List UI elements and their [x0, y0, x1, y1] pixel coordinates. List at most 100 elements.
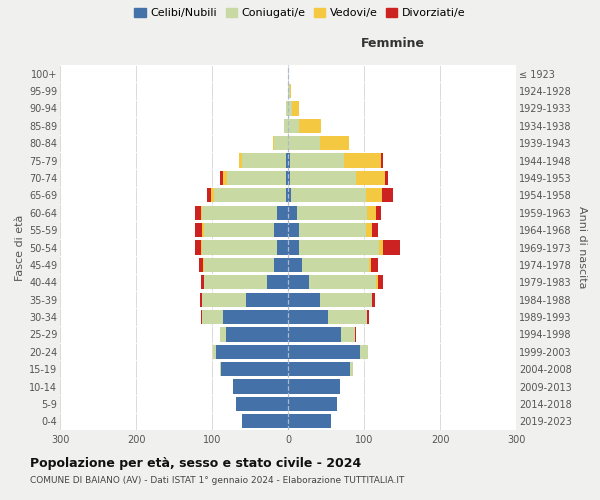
Bar	[309, 275, 376, 289]
Bar	[213, 344, 216, 359]
Bar	[288, 275, 309, 289]
Bar	[203, 258, 274, 272]
Bar	[371, 258, 377, 272]
Bar	[220, 171, 223, 185]
Bar	[355, 328, 356, 342]
Bar	[242, 154, 286, 168]
Bar	[226, 328, 288, 342]
Text: COMUNE DI BAIANO (AV) - Dati ISTAT 1° gennaio 2024 - Elaborazione TUTTITALIA.IT: COMUNE DI BAIANO (AV) - Dati ISTAT 1° ge…	[30, 476, 404, 485]
Bar	[194, 223, 202, 237]
Bar	[366, 223, 371, 237]
Bar	[288, 102, 292, 116]
Bar	[288, 206, 297, 220]
Bar	[277, 206, 288, 220]
Bar	[203, 223, 274, 237]
Bar	[297, 206, 367, 220]
Bar	[205, 275, 267, 289]
Bar	[202, 310, 223, 324]
Bar	[286, 102, 288, 116]
Bar	[288, 414, 331, 428]
Bar	[290, 84, 291, 98]
Bar	[288, 380, 340, 394]
Bar	[284, 118, 288, 133]
Bar	[371, 292, 373, 307]
Bar	[288, 240, 299, 254]
Text: Femmine: Femmine	[361, 38, 425, 51]
Bar	[379, 240, 383, 254]
Bar	[320, 136, 349, 150]
Bar	[220, 362, 221, 376]
Bar	[376, 206, 382, 220]
Bar	[376, 275, 377, 289]
Bar	[288, 188, 291, 202]
Bar	[274, 136, 288, 150]
Bar	[288, 171, 290, 185]
Bar	[288, 223, 299, 237]
Bar	[371, 223, 379, 237]
Bar	[223, 171, 227, 185]
Bar	[302, 258, 368, 272]
Bar	[288, 154, 290, 168]
Bar	[277, 240, 288, 254]
Bar	[385, 171, 388, 185]
Bar	[291, 188, 365, 202]
Bar	[288, 344, 360, 359]
Bar	[200, 206, 202, 220]
Bar	[299, 118, 320, 133]
Bar	[194, 206, 200, 220]
Bar	[202, 240, 277, 254]
Bar	[202, 275, 203, 289]
Bar	[383, 240, 400, 254]
Bar	[233, 380, 288, 394]
Bar	[236, 397, 288, 411]
Bar	[274, 258, 288, 272]
Bar	[356, 171, 385, 185]
Bar	[288, 310, 328, 324]
Bar	[367, 206, 376, 220]
Bar	[377, 275, 383, 289]
Bar	[200, 292, 202, 307]
Bar	[216, 344, 288, 359]
Bar	[341, 328, 355, 342]
Bar	[320, 292, 371, 307]
Bar	[286, 171, 288, 185]
Bar	[368, 258, 371, 272]
Bar	[194, 240, 200, 254]
Bar	[299, 240, 379, 254]
Bar	[246, 292, 288, 307]
Bar	[208, 188, 211, 202]
Bar	[344, 154, 381, 168]
Legend: Celibi/Nubili, Coniugati/e, Vedovi/e, Divorziati/e: Celibi/Nubili, Coniugati/e, Vedovi/e, Di…	[132, 6, 468, 20]
Bar	[200, 310, 202, 324]
Bar	[214, 188, 286, 202]
Bar	[223, 310, 288, 324]
Bar	[221, 362, 288, 376]
Bar	[199, 258, 203, 272]
Bar	[350, 362, 353, 376]
Bar	[202, 223, 203, 237]
Bar	[288, 362, 350, 376]
Bar	[365, 188, 382, 202]
Bar	[290, 154, 344, 168]
Bar	[220, 328, 226, 342]
Bar	[292, 102, 299, 116]
Y-axis label: Fasce di età: Fasce di età	[14, 214, 25, 280]
Bar	[200, 240, 202, 254]
Bar	[290, 171, 356, 185]
Bar	[288, 84, 290, 98]
Bar	[202, 206, 277, 220]
Bar	[360, 344, 368, 359]
Bar	[211, 188, 214, 202]
Bar	[288, 328, 341, 342]
Bar	[288, 258, 302, 272]
Bar	[288, 136, 320, 150]
Bar	[242, 414, 288, 428]
Bar	[299, 223, 366, 237]
Bar	[202, 292, 246, 307]
Bar	[288, 397, 337, 411]
Bar	[373, 292, 376, 307]
Bar	[239, 154, 242, 168]
Bar	[227, 171, 286, 185]
Bar	[328, 310, 367, 324]
Bar	[381, 154, 383, 168]
